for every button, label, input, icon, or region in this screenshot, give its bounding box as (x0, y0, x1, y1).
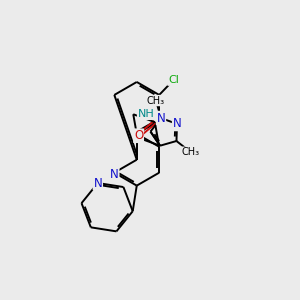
Text: N: N (110, 168, 119, 181)
Text: CH₃: CH₃ (147, 96, 165, 106)
Text: CH₃: CH₃ (182, 147, 200, 157)
Text: NH: NH (138, 109, 154, 119)
Text: O: O (134, 129, 143, 142)
Text: Cl: Cl (168, 75, 179, 85)
Text: N: N (157, 112, 165, 124)
Text: N: N (93, 176, 102, 190)
Text: N: N (173, 117, 182, 130)
